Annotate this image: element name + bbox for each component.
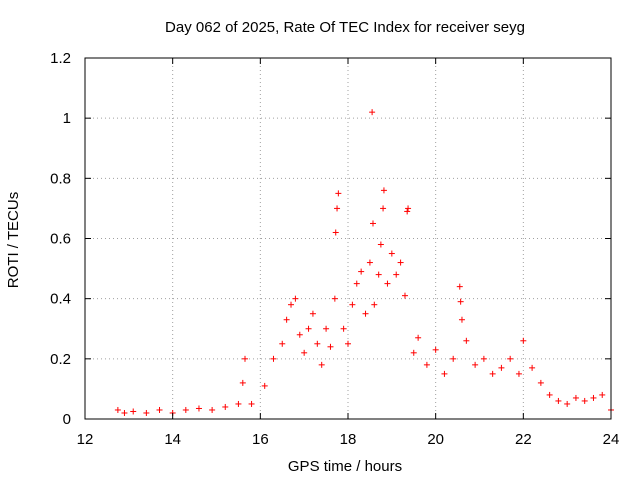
data-point [345,340,351,347]
data-point [130,408,137,415]
data-point [441,370,448,377]
data-point [143,409,150,416]
data-point [340,325,347,332]
y-tick-label: 0.8 [50,170,71,187]
x-tick-label: 18 [340,431,357,448]
data-point [546,391,553,398]
data-point [349,301,356,308]
chart-title: Day 062 of 2025, Rate Of TEC Index for r… [165,19,525,36]
data-point [156,406,163,413]
data-point [222,403,229,410]
data-point [423,361,430,368]
data-point [515,370,522,377]
data-point [288,301,295,308]
data-point [279,340,286,347]
data-point [261,382,268,389]
data-point [410,349,417,356]
data-point [114,406,121,413]
x-tick-label: 14 [164,431,181,448]
data-point [235,400,242,407]
data-point [456,283,463,290]
data-point [369,220,376,227]
data-point [182,406,189,413]
y-tick-label: 1.2 [50,50,71,67]
x-tick-label: 16 [252,431,269,448]
data-point [581,397,588,404]
data-point [537,379,544,386]
y-axis-label: ROTI / TECUs [5,192,22,288]
data-point [362,310,369,317]
data-point [463,337,470,344]
data-point [397,259,404,266]
data-point [380,187,387,194]
data-point [241,355,248,362]
data-point [380,205,387,212]
data-point [121,409,128,416]
data-point [283,316,290,323]
data-point [458,316,465,323]
x-axis-label: GPS time / hours [288,458,402,475]
data-point [375,271,382,278]
data-point [371,301,378,308]
data-point [415,334,422,341]
data-point [564,400,571,407]
data-point [309,310,316,317]
data-point [301,349,308,356]
data-point [292,295,299,302]
data-point [432,346,439,353]
y-tick-label: 0.6 [50,231,71,248]
data-point [401,292,408,299]
data-point [498,364,505,371]
data-point [331,295,338,302]
data-point [327,343,334,350]
data-point [305,325,312,332]
data-point [480,355,487,362]
data-points [114,109,614,416]
data-point [393,271,400,278]
data-point [472,361,479,368]
data-point [590,394,597,401]
x-tick-label: 20 [427,431,444,448]
data-point [353,280,360,287]
data-point [405,205,412,212]
data-point [489,370,496,377]
y-tick-label: 0.4 [50,291,71,308]
data-point [388,250,395,257]
data-point [318,361,325,368]
data-point [377,241,384,248]
data-point [332,229,339,236]
data-point [599,391,606,398]
axis-ticks: 12 14 16 18 20 22 24 0 0.2 0.4 0.6 0.8 1 1.2 [50,50,619,448]
data-point [572,394,579,401]
grid [85,58,611,419]
data-point [529,364,536,371]
data-point [457,298,464,305]
data-point [270,355,277,362]
data-point [366,259,373,266]
data-point [507,355,514,362]
data-point [323,325,330,332]
data-point [450,355,457,362]
data-point [335,190,342,197]
data-point [334,205,341,212]
y-tick-label: 0.2 [50,351,71,368]
data-point [239,379,246,386]
data-point [369,109,376,116]
data-point [314,340,321,347]
data-point [555,397,562,404]
data-point [248,400,255,407]
data-point [404,208,411,215]
x-tick-label: 12 [77,431,94,448]
data-point [209,406,216,413]
data-point [384,280,391,287]
y-tick-label: 1 [63,110,71,127]
data-point [195,405,202,412]
data-point [296,331,303,338]
data-point [520,337,527,344]
y-tick-label: 0 [63,411,71,428]
x-tick-label: 24 [603,431,620,448]
x-tick-label: 22 [515,431,532,448]
data-point [358,268,365,275]
